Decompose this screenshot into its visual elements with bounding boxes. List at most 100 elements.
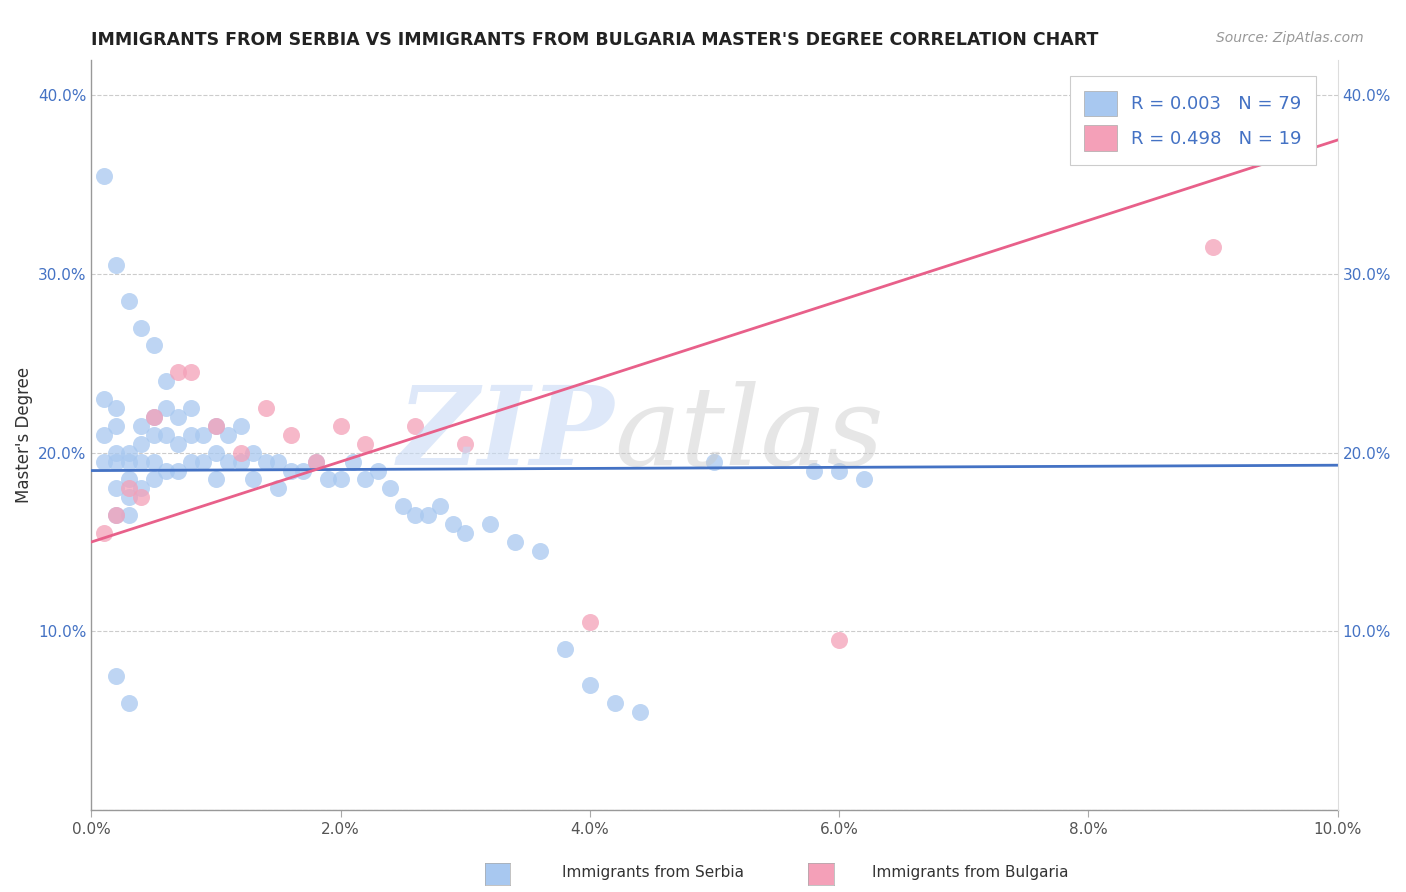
Point	[853, 473, 876, 487]
Point	[129, 491, 152, 505]
Point	[404, 508, 426, 523]
Point	[180, 455, 202, 469]
Point	[93, 526, 115, 541]
Point	[217, 427, 239, 442]
Point	[254, 401, 277, 415]
Text: Source: ZipAtlas.com: Source: ZipAtlas.com	[1216, 31, 1364, 45]
Point	[105, 455, 128, 469]
Point	[304, 455, 326, 469]
Point	[828, 633, 851, 648]
Point	[93, 427, 115, 442]
Text: Immigrants from Bulgaria: Immigrants from Bulgaria	[872, 865, 1069, 880]
Point	[454, 436, 477, 450]
Point	[142, 409, 165, 424]
Point	[242, 446, 264, 460]
Point	[392, 500, 415, 514]
Point	[155, 401, 177, 415]
Point	[93, 455, 115, 469]
Point	[129, 436, 152, 450]
Point	[205, 446, 228, 460]
Y-axis label: Master's Degree: Master's Degree	[15, 367, 32, 503]
Point	[105, 669, 128, 683]
Point	[105, 418, 128, 433]
Point	[105, 446, 128, 460]
Point	[93, 392, 115, 406]
Point	[180, 401, 202, 415]
Point	[167, 409, 190, 424]
Point	[554, 642, 576, 657]
Point	[503, 535, 526, 549]
Point	[280, 427, 302, 442]
Point	[129, 418, 152, 433]
Point	[117, 455, 139, 469]
Point	[155, 464, 177, 478]
Point	[267, 455, 290, 469]
Point	[142, 427, 165, 442]
Text: atlas: atlas	[614, 381, 884, 489]
Point	[117, 293, 139, 308]
Text: IMMIGRANTS FROM SERBIA VS IMMIGRANTS FROM BULGARIA MASTER'S DEGREE CORRELATION C: IMMIGRANTS FROM SERBIA VS IMMIGRANTS FRO…	[91, 31, 1098, 49]
Point	[416, 508, 439, 523]
Point	[280, 464, 302, 478]
Point	[129, 482, 152, 496]
Point	[454, 526, 477, 541]
Point	[117, 491, 139, 505]
Point	[180, 365, 202, 379]
Point	[367, 464, 389, 478]
Point	[229, 418, 252, 433]
Point	[229, 446, 252, 460]
Point	[404, 418, 426, 433]
Point	[529, 544, 551, 558]
Point	[354, 473, 377, 487]
Text: ZIP: ZIP	[398, 381, 614, 489]
Point	[142, 338, 165, 352]
Point	[267, 482, 290, 496]
Point	[441, 517, 464, 532]
Point	[479, 517, 502, 532]
Point	[292, 464, 315, 478]
Point	[105, 508, 128, 523]
Point	[1202, 240, 1225, 254]
Point	[142, 473, 165, 487]
Point	[117, 473, 139, 487]
Point	[117, 696, 139, 710]
Point	[142, 455, 165, 469]
Point	[117, 482, 139, 496]
Point	[167, 436, 190, 450]
Point	[242, 473, 264, 487]
Point	[316, 473, 339, 487]
Point	[193, 427, 215, 442]
Point	[205, 418, 228, 433]
Point	[105, 482, 128, 496]
Point	[105, 401, 128, 415]
Point	[205, 418, 228, 433]
Point	[429, 500, 451, 514]
Point	[117, 446, 139, 460]
Text: Immigrants from Serbia: Immigrants from Serbia	[562, 865, 744, 880]
Legend: R = 0.003   N = 79, R = 0.498   N = 19: R = 0.003 N = 79, R = 0.498 N = 19	[1070, 76, 1316, 165]
Point	[217, 455, 239, 469]
Point	[828, 464, 851, 478]
Point	[105, 258, 128, 272]
Point	[205, 473, 228, 487]
Point	[628, 705, 651, 719]
Point	[304, 455, 326, 469]
Point	[703, 455, 725, 469]
Point	[578, 615, 600, 630]
Point	[254, 455, 277, 469]
Point	[380, 482, 402, 496]
Point	[117, 508, 139, 523]
Point	[803, 464, 825, 478]
Point	[193, 455, 215, 469]
Point	[342, 455, 364, 469]
Point	[155, 427, 177, 442]
Point	[229, 455, 252, 469]
Point	[105, 508, 128, 523]
Point	[142, 409, 165, 424]
Point	[167, 365, 190, 379]
Point	[180, 427, 202, 442]
Point	[167, 464, 190, 478]
Point	[93, 169, 115, 183]
Point	[354, 436, 377, 450]
Point	[603, 696, 626, 710]
